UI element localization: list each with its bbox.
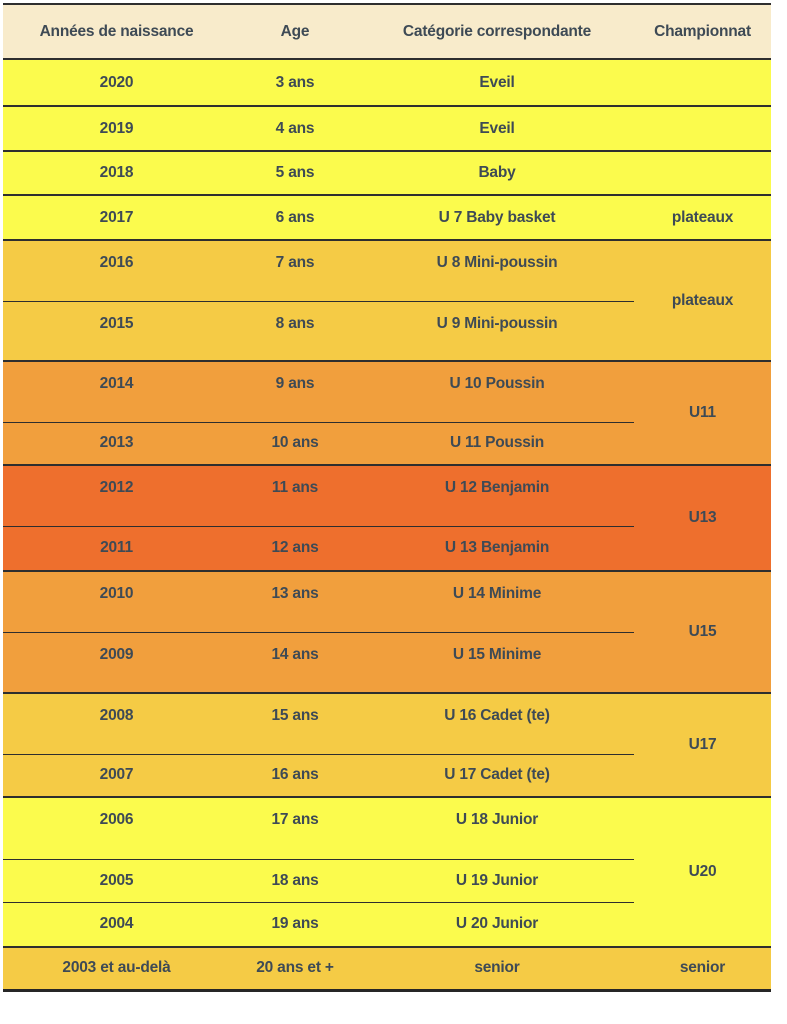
year-cell: 2018: [3, 151, 230, 196]
age-cell: 8 ans: [230, 301, 360, 362]
category-cell: Eveil: [360, 106, 634, 152]
age-cell: 4 ans: [230, 106, 360, 152]
year-cell: 2014: [3, 361, 230, 423]
championship-merged-cell: plateaux: [634, 240, 771, 362]
year-cell: 2005: [3, 859, 230, 903]
championship-merged-cell: U15: [634, 571, 771, 694]
year-cell: 2013: [3, 422, 230, 466]
age-cell: 20 ans et +: [230, 947, 360, 992]
category-cell: Baby: [360, 151, 634, 196]
category-cell: U 19 Junior: [360, 859, 634, 903]
year-cell: 2015: [3, 301, 230, 362]
table-row-2013: 2013 10 ans U 11 Poussin: [3, 422, 771, 466]
championship-merged-cell: U13: [634, 465, 771, 572]
category-cell: U 11 Poussin: [360, 422, 634, 466]
header-championship: Championnat: [634, 4, 771, 60]
age-cell: 15 ans: [230, 693, 360, 755]
table-row-2015: 2015 8 ans U 9 Mini-poussin: [3, 301, 771, 362]
age-cell: 12 ans: [230, 526, 360, 572]
category-cell: U 20 Junior: [360, 902, 634, 948]
age-cell: 5 ans: [230, 151, 360, 196]
category-cell: U 12 Benjamin: [360, 465, 634, 527]
year-cell: 2016: [3, 240, 230, 302]
age-cell: 7 ans: [230, 240, 360, 302]
championship-cell: [634, 59, 771, 107]
category-cell: U 7 Baby basket: [360, 195, 634, 241]
year-cell: 2003 et au-delà: [3, 947, 230, 992]
header-year: Années de naissance: [3, 4, 230, 60]
table-row-2010: 2010 13 ans U 14 Minime U15: [3, 571, 771, 694]
championship-cell: senior: [634, 947, 771, 992]
header-age: Age: [230, 4, 360, 60]
table-row-2012: 2012 11 ans U 12 Benjamin U13: [3, 465, 771, 572]
table-row-2017: 2017 6 ans U 7 Baby basket plateaux: [3, 195, 771, 241]
table-row-2011: 2011 12 ans U 13 Benjamin: [3, 526, 771, 572]
category-cell: U 9 Mini-poussin: [360, 301, 634, 362]
age-cell: 16 ans: [230, 754, 360, 798]
championship-merged-cell: U20: [634, 797, 771, 948]
category-cell: U 8 Mini-poussin: [360, 240, 634, 302]
year-cell: 2010: [3, 571, 230, 633]
year-cell: 2009: [3, 632, 230, 694]
category-cell: senior: [360, 947, 634, 992]
age-cell: 3 ans: [230, 59, 360, 107]
table-row-2006: 2006 17 ans U 18 Junior U20: [3, 797, 771, 948]
category-cell: U 18 Junior: [360, 797, 634, 860]
age-cell: 14 ans: [230, 632, 360, 694]
championship-cell: [634, 106, 771, 152]
header-row: Années de naissance Age Catégorie corres…: [3, 4, 771, 60]
table-row-2020: 2020 3 ans Eveil: [3, 59, 771, 107]
age-cell: 9 ans: [230, 361, 360, 423]
age-categories-table: Années de naissance Age Catégorie corres…: [3, 3, 771, 992]
table-row-2005: 2005 18 ans U 19 Junior: [3, 859, 771, 903]
category-cell: U 15 Minime: [360, 632, 634, 694]
table-row-2018: 2018 5 ans Baby: [3, 151, 771, 196]
table-row-2008: 2008 15 ans U 16 Cadet (te) U17: [3, 693, 771, 798]
championship-cell: [634, 151, 771, 196]
age-cell: 10 ans: [230, 422, 360, 466]
table-row-senior: 2003 et au-delà 20 ans et + senior senio…: [3, 947, 771, 992]
category-cell: U 13 Benjamin: [360, 526, 634, 572]
championship-cell: plateaux: [634, 195, 771, 241]
age-cell: 19 ans: [230, 902, 360, 948]
year-cell: 2019: [3, 106, 230, 152]
category-cell: U 14 Minime: [360, 571, 634, 633]
year-cell: 2008: [3, 693, 230, 755]
table-row-2009: 2009 14 ans U 15 Minime: [3, 632, 771, 694]
table-row-2014: 2014 9 ans U 10 Poussin U11: [3, 361, 771, 466]
age-cell: 11 ans: [230, 465, 360, 527]
age-cell: 13 ans: [230, 571, 360, 633]
table-row-2019: 2019 4 ans Eveil: [3, 106, 771, 152]
table-row-2007: 2007 16 ans U 17 Cadet (te): [3, 754, 771, 798]
category-cell: Eveil: [360, 59, 634, 107]
category-cell: U 10 Poussin: [360, 361, 634, 423]
year-cell: 2020: [3, 59, 230, 107]
table-row-2016: 2016 7 ans U 8 Mini-poussin plateaux: [3, 240, 771, 362]
year-cell: 2011: [3, 526, 230, 572]
category-cell: U 16 Cadet (te): [360, 693, 634, 755]
age-cell: 17 ans: [230, 797, 360, 860]
year-cell: 2012: [3, 465, 230, 527]
championship-merged-cell: U11: [634, 361, 771, 466]
year-cell: 2006: [3, 797, 230, 860]
category-cell: U 17 Cadet (te): [360, 754, 634, 798]
year-cell: 2017: [3, 195, 230, 241]
age-cell: 6 ans: [230, 195, 360, 241]
year-cell: 2007: [3, 754, 230, 798]
age-cell: 18 ans: [230, 859, 360, 903]
year-cell: 2004: [3, 902, 230, 948]
header-category: Catégorie correspondante: [360, 4, 634, 60]
table-row-2004: 2004 19 ans U 20 Junior: [3, 902, 771, 948]
championship-merged-cell: U17: [634, 693, 771, 798]
